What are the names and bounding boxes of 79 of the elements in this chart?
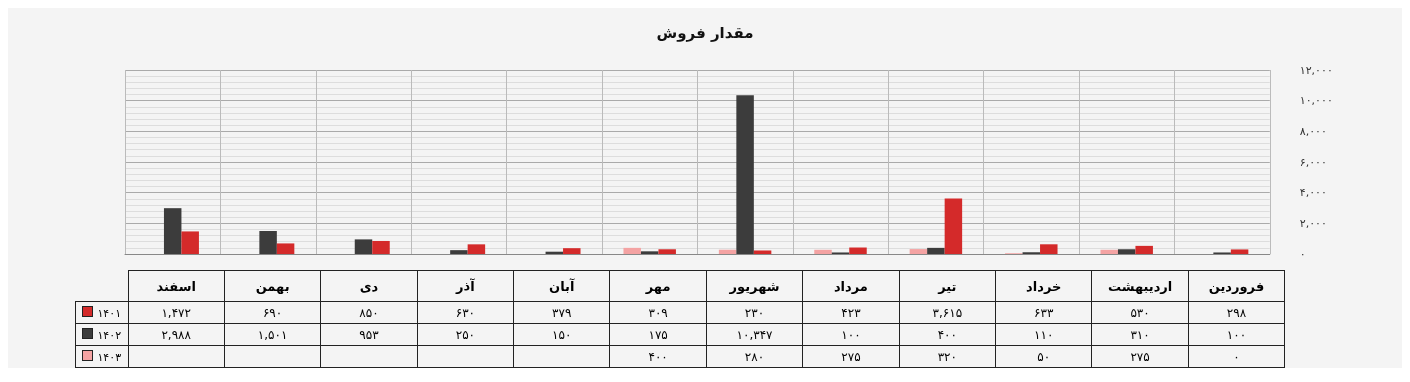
bar xyxy=(1100,249,1118,254)
data-label: ۱۷۵ xyxy=(609,323,707,346)
data-label: ۵۰ xyxy=(995,345,1092,368)
bar xyxy=(563,248,581,254)
y-tick-label: ۱۰,۰۰۰ xyxy=(1299,94,1333,108)
bar xyxy=(1135,245,1153,254)
bar xyxy=(849,247,867,254)
data-label: ۲۸۰ xyxy=(706,345,803,368)
x-tick-label: بهمن xyxy=(224,270,321,302)
bar xyxy=(1040,244,1058,254)
bar xyxy=(927,247,945,254)
bar xyxy=(372,240,390,254)
x-tick-label: فروردین xyxy=(1188,270,1285,302)
x-tick-label: دی xyxy=(320,270,418,302)
y-tick-label: ۴,۰۰۰ xyxy=(1299,186,1327,200)
data-label: ۴۰۰ xyxy=(609,345,707,368)
data-label: ۶۳۳ xyxy=(995,301,1092,324)
data-label: ۹۵۳ xyxy=(320,323,418,346)
data-label: ۶۹۰ xyxy=(224,301,321,324)
data-label: ۲۳۰ xyxy=(706,301,803,324)
x-tick-label: مرداد xyxy=(802,270,900,302)
data-label: ۳۷۹ xyxy=(513,301,610,324)
data-label: ۳۱۰ xyxy=(1091,323,1189,346)
data-label: ۱۰۰ xyxy=(1188,323,1285,346)
data-label: ۲۷۵ xyxy=(1091,345,1189,368)
data-label: ۳,۶۱۵ xyxy=(899,301,996,324)
bar xyxy=(623,247,641,254)
bar xyxy=(658,249,676,254)
y-tick-label: ۲,۰۰۰ xyxy=(1299,216,1327,230)
bar xyxy=(467,244,486,254)
bar xyxy=(276,243,295,254)
x-tick-label: آبان xyxy=(513,270,610,302)
data-label: ۱,۵۰۱ xyxy=(224,323,321,346)
data-label: ۲۷۵ xyxy=(802,345,900,368)
x-tick-label: اردیبهشت xyxy=(1091,270,1189,302)
data-label: ۶۳۰ xyxy=(417,301,514,324)
chart-title: مقدار فروش xyxy=(656,23,754,42)
x-tick-label: آذر xyxy=(417,270,514,302)
data-label: ۰ xyxy=(1188,345,1285,368)
y-tick-label: ۱۲,۰۰۰ xyxy=(1299,63,1333,77)
bar xyxy=(1117,249,1136,254)
data-label: ۴۲۳ xyxy=(802,301,900,324)
bar xyxy=(814,249,832,254)
bar xyxy=(909,249,928,254)
data-label: ۲۹۸ xyxy=(1188,301,1285,324)
y-tick-label: ۰ xyxy=(1299,247,1306,261)
bar xyxy=(944,198,963,254)
legend-label: ۱۴۰۲ xyxy=(75,323,128,346)
x-tick-label: تیر xyxy=(899,270,996,302)
bar xyxy=(1230,249,1249,254)
data-label: ۱,۴۷۲ xyxy=(128,301,225,324)
bar xyxy=(354,239,373,254)
data-label: ۱۰۰ xyxy=(802,323,900,346)
x-tick-label: خرداد xyxy=(995,270,1092,302)
bar xyxy=(163,208,182,254)
data-label: ۱۱۰ xyxy=(995,323,1092,346)
bar xyxy=(736,95,754,254)
x-tick-label: مهر xyxy=(609,270,707,302)
data-label: ۸۵۰ xyxy=(320,301,418,324)
y-tick-label: ۸,۰۰۰ xyxy=(1299,124,1327,138)
bar xyxy=(753,250,772,254)
data-label: ۴۰۰ xyxy=(899,323,996,346)
bar xyxy=(450,250,468,254)
legend-label: ۱۴۰۳ xyxy=(75,345,128,368)
data-label: ۳۰۹ xyxy=(609,301,707,324)
legend-label: ۱۴۰۱ xyxy=(75,301,128,324)
data-label: ۱۵۰ xyxy=(513,323,610,346)
y-tick-label: ۶,۰۰۰ xyxy=(1299,155,1327,169)
bar xyxy=(640,251,659,254)
x-tick-label: شهریور xyxy=(706,270,803,302)
bar xyxy=(181,231,199,254)
bar xyxy=(259,230,277,254)
data-label: ۲,۹۸۸ xyxy=(128,323,225,346)
data-label: ۵۳۰ xyxy=(1091,301,1189,324)
bar xyxy=(718,249,737,254)
x-tick-label: اسفند xyxy=(128,270,225,302)
data-label: ۱۰,۳۴۷ xyxy=(706,323,803,346)
data-label: ۲۵۰ xyxy=(417,323,514,346)
data-label: ۳۲۰ xyxy=(899,345,996,368)
